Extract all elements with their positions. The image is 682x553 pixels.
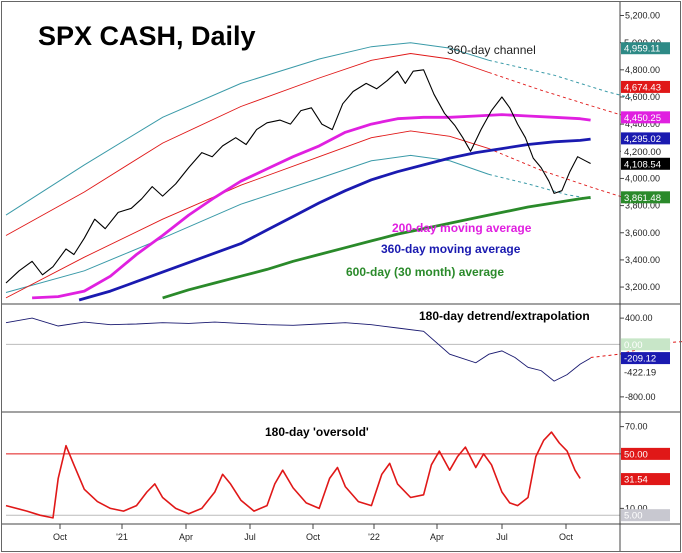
price-tag-bg (621, 42, 670, 55)
y-tick-label: 4,400.00 (625, 119, 660, 129)
x-tick-label: Oct (53, 532, 68, 542)
y-tick-label: 4,800.00 (625, 65, 660, 75)
y-tick-label: 4,000.00 (625, 173, 660, 183)
series-200-day-moving-average (32, 113, 591, 300)
price-tag-bg (621, 132, 670, 145)
y-tick-label: 10.00 (625, 503, 648, 513)
x-tick-label: '22 (368, 532, 380, 542)
channel-lower-extrapolation (488, 173, 591, 200)
price-tag-bg (621, 111, 670, 124)
oversold-tag-label: 50.00 (624, 449, 648, 460)
x-tick-label: Oct (306, 532, 321, 542)
price-tag-label: 3,861.48 (624, 193, 661, 204)
series-360-day-moving-average (78, 137, 591, 302)
price-tag-label: 4,450.25 (624, 113, 661, 124)
oversold-tag-bg (621, 473, 670, 486)
detrend-tag-label: -209.12 (624, 354, 656, 365)
price-tag-bg (621, 157, 670, 170)
channel-label: 360-day channel (447, 43, 536, 57)
price-tag-label: 4,295.02 (624, 134, 661, 145)
y-tick-label: 3,400.00 (625, 255, 660, 265)
detrend-tag-label: -422.19 (624, 368, 656, 379)
oversold-title: 180-day 'oversold' (265, 425, 369, 439)
oversold-tag-bg (621, 509, 670, 522)
series-600-day-30-month-average (162, 196, 591, 300)
x-tick-label: Apr (179, 532, 193, 542)
x-tick-label: Apr (430, 532, 444, 542)
series-detrend (5, 317, 591, 382)
y-tick-label: 3,800.00 (625, 201, 660, 211)
x-tick-label: Jul (244, 532, 256, 542)
x-tick-label: '21 (116, 532, 128, 542)
price-tag-bg (621, 80, 670, 93)
price-tag-label: 4,674.43 (624, 82, 661, 93)
detrend-tag-bg (621, 352, 670, 365)
chart-title: SPX CASH, Daily (38, 21, 256, 51)
series-spx-price (5, 69, 591, 284)
price-panel: 3,200.00 3,400.00 3,600.00 3,800.00 4,000.00… (5, 11, 670, 302)
detrend-panel: 400.00 -800.00 180-day detrend/extrapolati… (5, 309, 682, 402)
price-tag-label: 4,108.54 (624, 159, 661, 170)
x-tick-label: Oct (559, 532, 574, 542)
band-upper-line (5, 53, 490, 236)
x-tick-label: Jul (496, 532, 508, 542)
annotation-3: 600-day (30 month) average (346, 265, 504, 279)
series-oversold (5, 431, 581, 519)
detrend-title: 180-day detrend/extrapolation (419, 309, 590, 323)
detrend-tag-bg (621, 366, 670, 379)
price-tag-bg (621, 191, 670, 204)
oversold-tag-label: 5.00 (624, 511, 643, 522)
annotation-2: 360-day moving average (381, 242, 521, 256)
annotation-1: 200-day moving average (392, 221, 532, 235)
channel-upper-line (5, 42, 490, 216)
y-tick-label: -800.00 (625, 392, 656, 402)
oversold-tag-bg (621, 447, 670, 460)
oversold-tag-label: 31.54 (624, 475, 648, 486)
channel-upper-extrapolation (488, 59, 633, 99)
y-tick-label: 70.00 (625, 422, 648, 432)
y-tick-label: 4,600.00 (625, 92, 660, 102)
detrend-tag-label: 0.00 (624, 340, 643, 351)
detrend-tag-bg (621, 338, 670, 351)
y-tick-label: 400.00 (625, 313, 653, 323)
y-tick-label: 3,200.00 (625, 282, 660, 292)
y-tick-label: 3,600.00 (625, 228, 660, 238)
channel-lower-line (5, 154, 490, 293)
y-tick-label: 5,200.00 (625, 11, 660, 21)
price-tag-label: 4,959.11 (624, 44, 660, 55)
band-lower-line (5, 130, 490, 299)
price-tag-bg (621, 145, 670, 158)
price-tag-label: 4,200.00 (624, 147, 661, 158)
